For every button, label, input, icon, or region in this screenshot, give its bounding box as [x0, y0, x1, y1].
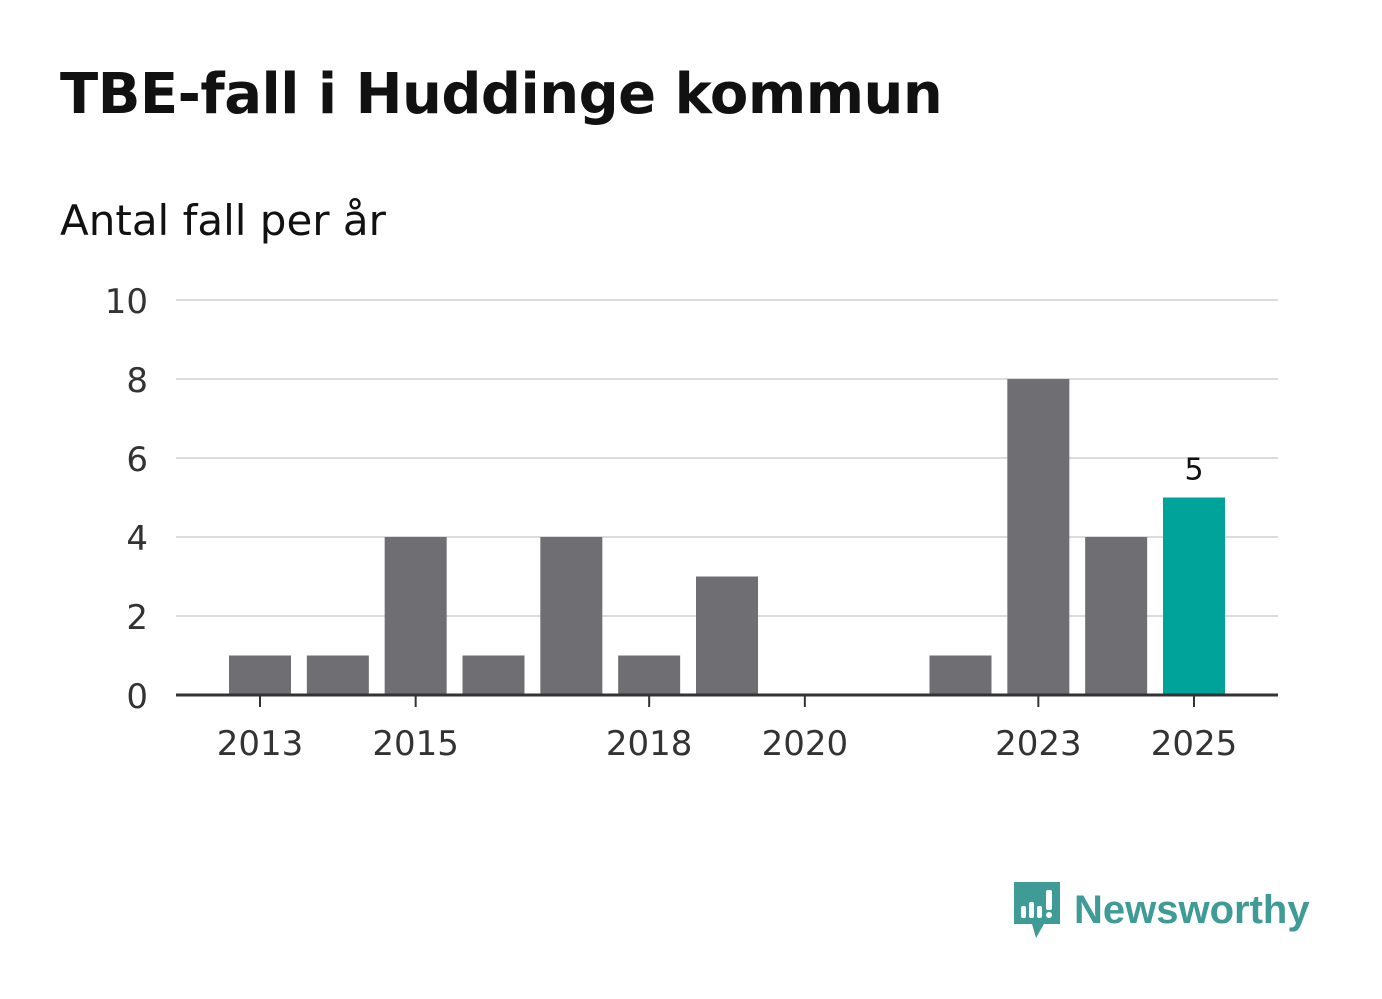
newsworthy-logo: Newsworthy: [1012, 880, 1310, 940]
bar-2014: [306, 655, 369, 695]
y-tick-label: 4: [126, 519, 148, 559]
chart-subtitle: Antal fall per år: [60, 196, 386, 245]
y-tick-label: 6: [126, 440, 148, 480]
y-tick-label: 0: [126, 677, 148, 717]
x-tick-label: 2025: [1151, 724, 1238, 764]
x-tick-label: 2020: [762, 724, 849, 764]
data-label-2025: 5: [1184, 453, 1203, 488]
x-tick-label: 2018: [606, 724, 693, 764]
bar-2019: [696, 576, 758, 695]
y-tick-label: 8: [126, 361, 148, 401]
bar-2025: [1163, 497, 1225, 695]
y-tick-label: 2: [126, 598, 148, 638]
x-tick-label: 2015: [372, 724, 459, 764]
x-tick-label: 2023: [995, 724, 1082, 764]
newsworthy-logo-text: Newsworthy: [1074, 887, 1310, 932]
bar-2017: [540, 537, 603, 695]
bar-2024: [1085, 537, 1148, 695]
newsworthy-logo-icon: [1014, 882, 1060, 938]
y-tick-label: 10: [105, 282, 148, 322]
chart-title: TBE-fall i Huddinge kommun: [60, 62, 943, 127]
bar-2013: [229, 655, 291, 695]
bar-2016: [462, 655, 525, 695]
bar-2018: [618, 655, 681, 695]
bar-2015: [384, 537, 447, 695]
bar-2023: [1007, 379, 1070, 695]
x-tick-label: 2013: [217, 724, 304, 764]
bar-2022: [929, 655, 992, 695]
